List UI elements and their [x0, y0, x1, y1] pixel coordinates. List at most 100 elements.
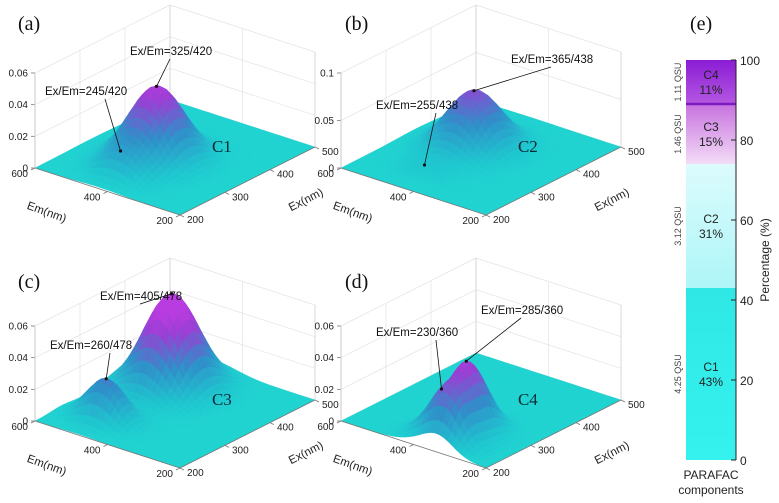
segment-percentage: 31%	[699, 227, 723, 241]
segment-percentage: 43%	[699, 375, 723, 389]
gridline-z	[340, 52, 477, 121]
x-tick-label: 500	[322, 147, 339, 158]
bar-segment-c3	[686, 104, 736, 164]
annotation-point	[104, 377, 108, 381]
y-tick-label: 400	[84, 193, 101, 204]
bar-segment-c2	[686, 164, 736, 288]
x-tick-mark	[314, 399, 320, 403]
y-axis-title: Em(nm)	[331, 200, 374, 225]
x-tick-label: 500	[628, 147, 645, 158]
gridline-z	[34, 289, 171, 358]
x-axis-title: Ex(nm)	[593, 186, 632, 214]
y-tick-label: 100	[740, 54, 760, 68]
y-tick-label: 0	[740, 454, 747, 468]
y-tick-label: 20	[740, 374, 754, 388]
y-tick-label: 200	[156, 216, 173, 227]
peak-annotation: Ex/Em=325/420	[130, 46, 212, 58]
x-tick-label: 300	[232, 445, 249, 456]
z-tick-label: 0	[22, 164, 28, 175]
panel-label: (c)	[18, 271, 40, 293]
y-tick-mark	[103, 191, 108, 194]
segment-name: C2	[703, 212, 719, 226]
x-axis-title-line1: PARAFAC	[683, 468, 738, 482]
y-tick-label: 80	[740, 134, 754, 148]
y-tick-label: 200	[156, 469, 173, 480]
peak-annotation: Ex/Em=230/360	[376, 327, 458, 339]
y-tick-label: 400	[390, 193, 407, 204]
x-tick-mark	[224, 191, 230, 195]
panel-b-surface: 00.050.1200300400500200400600Ex(nm)Em(nm…	[315, 4, 645, 227]
x-tick-label: 400	[583, 423, 600, 434]
x-tick-label: 300	[538, 192, 555, 203]
annotation-leader	[424, 112, 437, 166]
z-tick-label: 0.06	[9, 69, 29, 80]
x-axis-title: Ex(nm)	[287, 439, 326, 467]
panel-label: (a)	[18, 13, 40, 35]
y-tick-mark	[103, 444, 108, 447]
component-label: C3	[212, 390, 232, 409]
y-tick-label: 400	[390, 446, 407, 457]
x-tick-mark	[314, 146, 320, 150]
ex-axis-line	[485, 146, 622, 216]
y-tick-label: 600	[11, 169, 28, 180]
x-axis-title-line2: components	[678, 483, 743, 497]
surface-mesh	[340, 89, 622, 216]
y-tick-mark	[336, 167, 342, 171]
gridline-z	[34, 257, 171, 327]
y-axis-title: Percentage (%)	[758, 218, 772, 301]
x-tick-mark	[485, 467, 491, 471]
panel-c-surface: 00.020.040.06200300400500200400600Ex(nm)…	[9, 257, 339, 480]
x-tick-label: 200	[493, 468, 510, 479]
annotation-point	[154, 84, 159, 88]
x-tick-mark	[620, 399, 626, 403]
y-tick-label: 40	[740, 294, 754, 308]
z-tick-label: 0.05	[315, 116, 335, 127]
z-tick-label: 0.06	[315, 322, 335, 333]
segment-percentage: 11%	[699, 83, 722, 97]
x-tick-mark	[269, 422, 275, 426]
x-tick-mark	[179, 214, 185, 218]
z-tick-label: 0	[22, 417, 28, 428]
surface-mesh	[34, 85, 316, 216]
y-tick-mark	[175, 467, 181, 471]
x-tick-label: 300	[538, 445, 555, 456]
y-tick-mark	[409, 191, 414, 194]
annotation-point	[422, 163, 427, 167]
y-tick-mark	[30, 167, 36, 171]
bar-segment-c4	[686, 60, 736, 104]
peak-annotation: Ex/Em=285/360	[481, 305, 563, 317]
z-tick-label: 0.04	[9, 100, 29, 111]
y-tick-mark	[481, 214, 487, 218]
x-tick-mark	[620, 146, 626, 150]
z-tick-label: 0.02	[9, 385, 29, 396]
x-tick-label: 200	[493, 215, 510, 226]
peak-annotation: Ex/Em=255/438	[376, 100, 458, 112]
x-tick-mark	[269, 169, 275, 173]
y-tick-label: 200	[462, 216, 479, 227]
segment-qsu: 3.12 QSU	[673, 206, 683, 246]
z-tick-label: 0.04	[315, 353, 335, 364]
y-tick-label: 600	[11, 422, 28, 433]
bar-segment-c1	[686, 288, 736, 460]
annotation-leader	[105, 352, 111, 379]
z-tick-label: 0	[328, 164, 334, 175]
annotation-leader	[104, 98, 121, 152]
segment-percentage: 15%	[699, 135, 723, 149]
y-tick-label: 200	[462, 469, 479, 480]
z-tick-label: 0.1	[320, 69, 334, 80]
y-axis-title: Em(nm)	[25, 200, 68, 225]
segment-name: C1	[703, 360, 719, 374]
x-tick-mark	[575, 169, 581, 173]
segment-name: C3	[703, 120, 719, 134]
annotation-leader	[156, 58, 171, 87]
y-tick-mark	[481, 467, 487, 471]
x-tick-mark	[530, 444, 536, 448]
component-label: C2	[518, 137, 538, 156]
y-tick-label: 60	[740, 214, 754, 228]
component-label: C4	[518, 390, 538, 409]
panel-a-surface: 00.020.040.06200300400500200400600Ex(nm)…	[9, 4, 339, 227]
peak-annotation: Ex/Em=245/420	[45, 86, 127, 98]
y-axis-title: Em(nm)	[331, 453, 374, 478]
x-tick-label: 400	[277, 423, 294, 434]
